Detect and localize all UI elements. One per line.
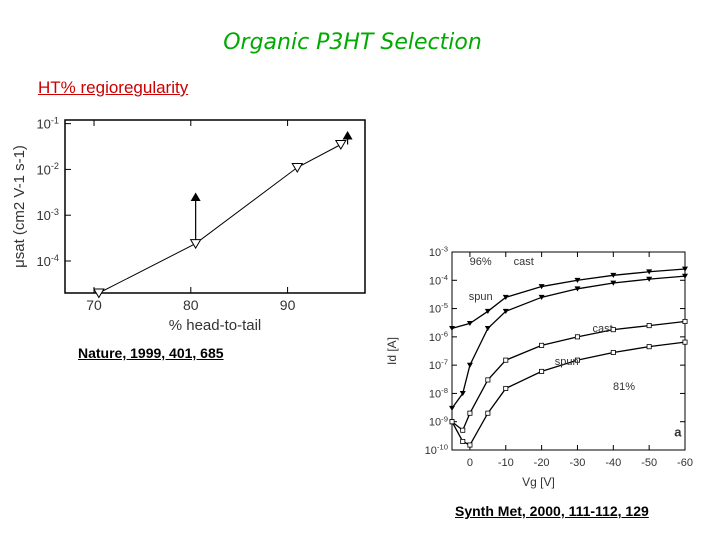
data-point <box>449 405 455 411</box>
data-point <box>466 362 473 368</box>
data-point <box>190 192 201 201</box>
data-point <box>539 342 545 348</box>
data-point <box>539 368 545 374</box>
data-point <box>485 377 491 383</box>
data-point <box>467 410 473 416</box>
data-point <box>646 269 653 275</box>
x-tick-label: -40 <box>605 457 621 469</box>
x-tick-label: 70 <box>86 297 102 313</box>
x-tick-label: -10 <box>498 457 514 469</box>
data-point <box>342 131 353 140</box>
y-tick-label: 10-7 <box>429 358 448 372</box>
data-point <box>484 325 491 332</box>
y-tick-label: 10-10 <box>425 443 448 457</box>
data-point <box>610 349 616 355</box>
annotation-label: 96% <box>470 256 492 268</box>
reference-nature[interactable]: Nature, 1999, 401, 685 <box>78 345 224 361</box>
x-tick-label: -20 <box>534 457 550 469</box>
data-point <box>449 325 455 332</box>
annotation-label: cast <box>514 256 534 268</box>
data-point <box>503 385 509 391</box>
transfer-chart: 0 -10 -20 -30 -40 -50 -60 10-3 10-4 10-5 10-6 10-7 1… <box>385 245 693 489</box>
y-tick-label: 10-2 <box>36 161 59 177</box>
data-point <box>574 334 580 340</box>
y-tick-label: 10-4 <box>429 273 449 287</box>
y-tick-label: 10-4 <box>36 253 59 269</box>
data-point <box>291 163 304 174</box>
data-point <box>466 320 473 327</box>
x-tick-label: -60 <box>677 457 693 469</box>
data-point <box>460 438 466 444</box>
data-point <box>610 280 617 286</box>
plot-frame <box>451 251 686 451</box>
y-tick-label: 10-9 <box>429 414 448 428</box>
data-point <box>92 288 105 299</box>
data-point <box>646 323 652 329</box>
data-point <box>334 140 347 150</box>
x-tick-label: 80 <box>183 297 199 313</box>
data-point <box>485 410 491 416</box>
y-tick-label: 10-6 <box>429 329 448 343</box>
y-tick-label: 10-1 <box>36 115 59 131</box>
y-tick-label: 10-8 <box>429 386 448 400</box>
data-point <box>538 284 545 290</box>
plot-frame <box>64 119 366 294</box>
data-point <box>682 266 688 272</box>
reference-synth-met[interactable]: Synth Met, 2000, 111-112, 129 <box>455 503 649 519</box>
data-point <box>610 272 617 279</box>
annotation-label: spun <box>555 356 579 368</box>
y-axis-label: μsat (cm2 V-1 s-1) <box>11 145 28 268</box>
annotation-label: 81% <box>613 381 635 393</box>
mobility-chart: 70 80 90 10-1 10-2 10-3 10-4 % head-to-tail μsat… <box>11 115 366 334</box>
data-point <box>574 277 581 283</box>
data-point <box>574 357 580 363</box>
data-point <box>502 294 509 301</box>
data-point <box>538 294 545 301</box>
data-point <box>682 339 688 345</box>
data-point <box>646 276 653 282</box>
y-tick-label: 10-3 <box>429 245 448 259</box>
data-point <box>574 286 581 292</box>
data-point <box>459 391 466 397</box>
data-point <box>467 442 473 448</box>
data-point <box>484 308 491 315</box>
x-axis-label: Vg [V] <box>522 475 555 489</box>
series-line <box>451 275 686 409</box>
data-point <box>682 273 688 279</box>
data-point <box>189 239 202 250</box>
subtitle-link[interactable]: HT% regioregularity <box>38 78 189 97</box>
data-point <box>502 308 509 315</box>
page-title: Organic P3HT Selection <box>223 30 482 55</box>
annotation-label: a <box>674 425 682 440</box>
x-tick-label: -50 <box>641 457 657 469</box>
trend-line <box>98 144 342 294</box>
x-tick-label: -30 <box>570 457 586 469</box>
data-point <box>682 318 688 324</box>
x-axis-label: % head-to-tail <box>169 317 262 334</box>
data-point <box>503 357 509 363</box>
annotation-label: spun <box>469 291 493 303</box>
x-tick-label: 0 <box>467 457 473 469</box>
data-point <box>646 344 652 350</box>
x-tick-label: 90 <box>280 297 296 313</box>
data-point <box>449 419 455 425</box>
y-tick-label: 10-3 <box>36 207 59 223</box>
y-axis-label: Id [A] <box>385 337 399 365</box>
data-point <box>610 327 616 333</box>
series-line <box>451 320 686 432</box>
y-tick-label: 10-5 <box>429 301 448 315</box>
annotation-label: cast <box>592 323 612 335</box>
data-point <box>460 427 466 433</box>
series-line <box>451 341 686 446</box>
